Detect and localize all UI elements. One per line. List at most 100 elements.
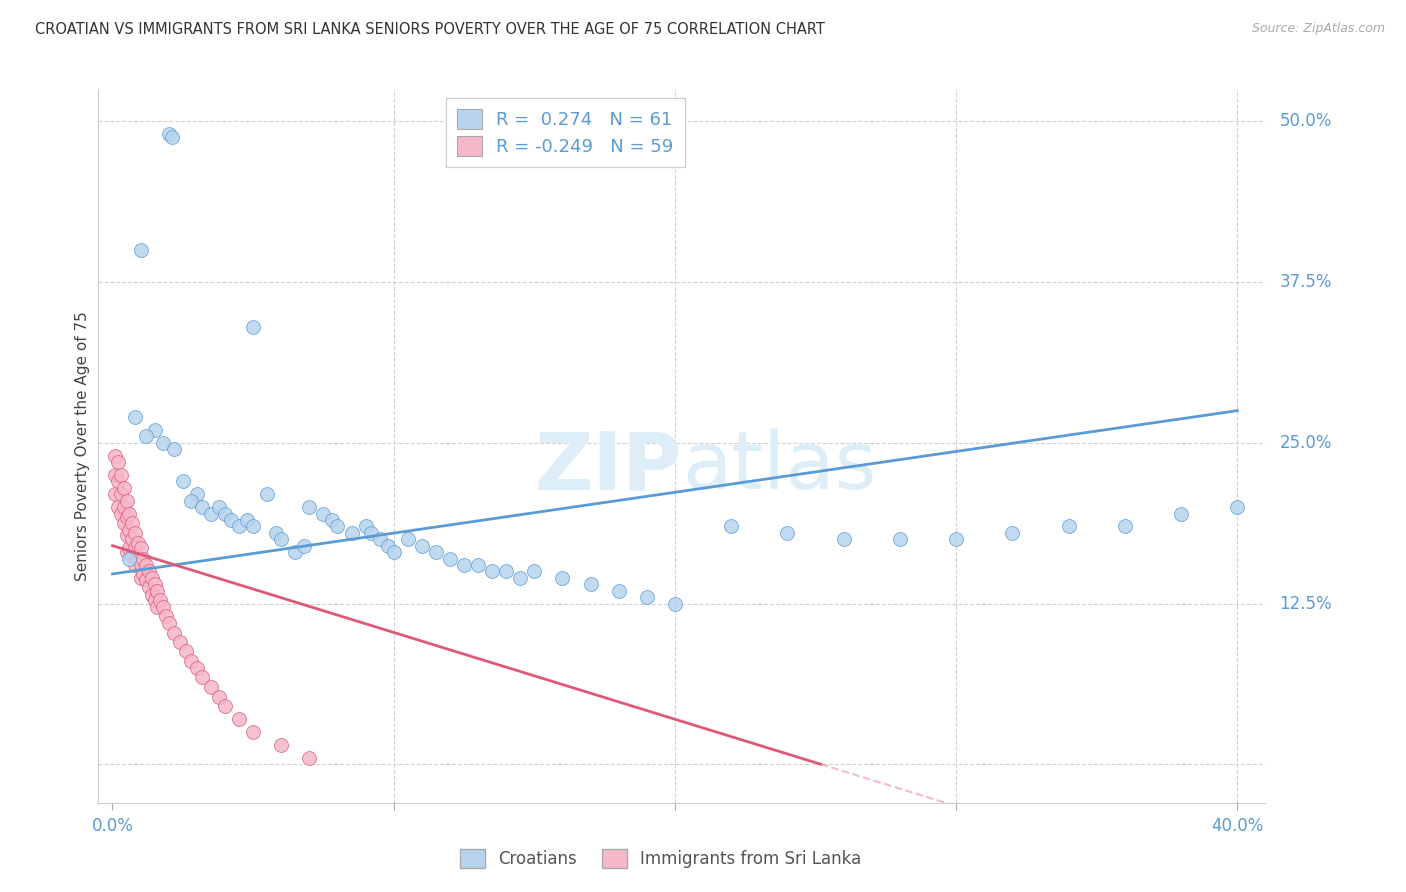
Point: [270, 533, 292, 547]
Point: [292, 539, 315, 553]
Point: [664, 597, 686, 611]
Point: [129, 243, 152, 257]
Point: [368, 533, 391, 547]
Point: [115, 545, 138, 559]
Point: [219, 513, 242, 527]
Point: [121, 533, 143, 547]
Point: [1001, 525, 1024, 540]
Point: [127, 536, 149, 550]
Point: [377, 539, 399, 553]
Point: [270, 738, 292, 752]
Point: [607, 583, 630, 598]
Point: [1114, 519, 1136, 533]
Point: [312, 507, 335, 521]
Point: [191, 670, 214, 684]
Text: Source: ZipAtlas.com: Source: ZipAtlas.com: [1251, 22, 1385, 36]
Point: [214, 699, 236, 714]
Point: [104, 487, 127, 501]
Point: [214, 507, 236, 521]
Point: [157, 127, 180, 141]
Point: [132, 551, 155, 566]
Point: [141, 587, 163, 601]
Legend: R =  0.274   N = 61, R = -0.249   N = 59: R = 0.274 N = 61, R = -0.249 N = 59: [446, 98, 685, 167]
Point: [127, 551, 149, 566]
Point: [141, 571, 163, 585]
Point: [115, 528, 138, 542]
Point: [132, 566, 155, 581]
Point: [579, 577, 602, 591]
Point: [124, 541, 146, 556]
Point: [382, 545, 405, 559]
Point: [242, 320, 264, 334]
Point: [495, 565, 517, 579]
Point: [180, 493, 202, 508]
Point: [889, 533, 911, 547]
Point: [425, 545, 447, 559]
Point: [118, 551, 141, 566]
Point: [129, 541, 152, 556]
Point: [129, 571, 152, 585]
Point: [124, 525, 146, 540]
Point: [152, 600, 174, 615]
Point: [146, 583, 169, 598]
Point: [124, 410, 146, 425]
Point: [110, 507, 132, 521]
Text: atlas: atlas: [682, 428, 876, 507]
Point: [298, 500, 321, 514]
Point: [208, 500, 231, 514]
Point: [104, 449, 127, 463]
Point: [776, 525, 799, 540]
Point: [200, 507, 222, 521]
Point: [200, 680, 222, 694]
Y-axis label: Seniors Poverty Over the Age of 75: Seniors Poverty Over the Age of 75: [75, 311, 90, 581]
Point: [186, 661, 208, 675]
Point: [439, 551, 461, 566]
Point: [523, 565, 546, 579]
Point: [284, 545, 307, 559]
Point: [453, 558, 475, 572]
Point: [163, 626, 186, 640]
Point: [112, 500, 135, 514]
Point: [396, 533, 419, 547]
Point: [163, 442, 186, 457]
Point: [228, 519, 250, 533]
Point: [112, 481, 135, 495]
Text: 37.5%: 37.5%: [1279, 273, 1331, 291]
Point: [208, 690, 231, 705]
Point: [174, 644, 197, 658]
Point: [107, 500, 129, 514]
Point: [509, 571, 531, 585]
Point: [129, 557, 152, 571]
Point: [160, 129, 183, 144]
Point: [256, 487, 278, 501]
Point: [107, 455, 129, 469]
Point: [135, 574, 157, 588]
Point: [354, 519, 377, 533]
Point: [411, 539, 433, 553]
Legend: Croatians, Immigrants from Sri Lanka: Croatians, Immigrants from Sri Lanka: [453, 843, 869, 875]
Text: 25.0%: 25.0%: [1279, 434, 1331, 451]
Point: [104, 467, 127, 482]
Point: [481, 565, 503, 579]
Point: [118, 523, 141, 537]
Point: [360, 525, 382, 540]
Point: [146, 600, 169, 615]
Point: [242, 519, 264, 533]
Text: 12.5%: 12.5%: [1279, 594, 1331, 613]
Point: [110, 467, 132, 482]
Point: [118, 541, 141, 556]
Point: [467, 558, 489, 572]
Point: [138, 580, 160, 594]
Point: [180, 654, 202, 668]
Point: [169, 635, 191, 649]
Point: [135, 429, 157, 443]
Point: [118, 507, 141, 521]
Text: 50.0%: 50.0%: [1279, 112, 1331, 130]
Point: [236, 513, 259, 527]
Point: [340, 525, 363, 540]
Point: [115, 510, 138, 524]
Point: [155, 609, 177, 624]
Point: [121, 516, 143, 530]
Point: [832, 533, 855, 547]
Point: [191, 500, 214, 514]
